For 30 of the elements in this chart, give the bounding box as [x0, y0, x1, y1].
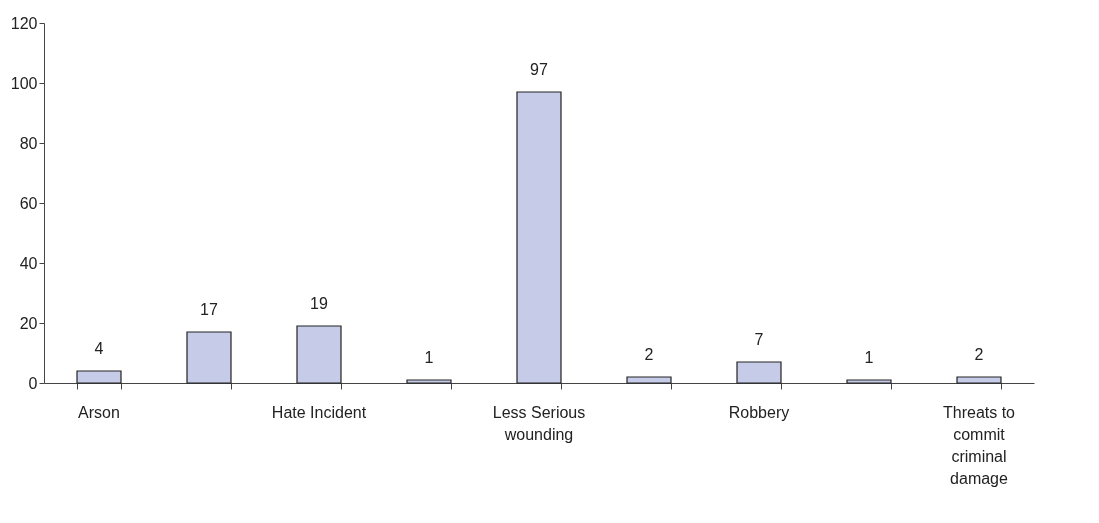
data-label: 1 — [864, 349, 874, 366]
bar — [186, 331, 232, 384]
bar — [956, 376, 1002, 384]
data-label: 2 — [974, 346, 984, 363]
y-tick-label: 20 — [19, 314, 38, 332]
y-tick-label: 60 — [19, 194, 38, 212]
y-tick-label: 120 — [10, 14, 38, 32]
bar — [626, 376, 672, 384]
bar — [296, 325, 342, 384]
data-label: 7 — [754, 331, 764, 348]
y-tick-label: 100 — [10, 74, 38, 92]
bar — [406, 379, 452, 384]
y-tick-label: 80 — [19, 134, 38, 152]
data-label: 17 — [200, 301, 218, 318]
y-tick-label: 0 — [28, 374, 38, 392]
data-label: 97 — [530, 61, 548, 78]
x-tick-label: Arson — [78, 404, 120, 421]
bar — [736, 361, 782, 384]
x-tick-label: Less Serious wounding — [492, 404, 586, 443]
y-tick-label: 40 — [19, 254, 38, 272]
bar — [846, 379, 892, 384]
x-tick-label: Threats to commit criminal damage — [942, 404, 1016, 487]
data-label: 19 — [310, 295, 328, 312]
x-tick-label: Hate Incident — [271, 404, 367, 421]
data-label: 1 — [424, 349, 434, 366]
bar — [516, 91, 562, 384]
data-label: 2 — [644, 346, 654, 363]
bar — [76, 370, 122, 384]
data-label: 4 — [94, 340, 104, 357]
x-tick-label: Robbery — [728, 404, 790, 421]
